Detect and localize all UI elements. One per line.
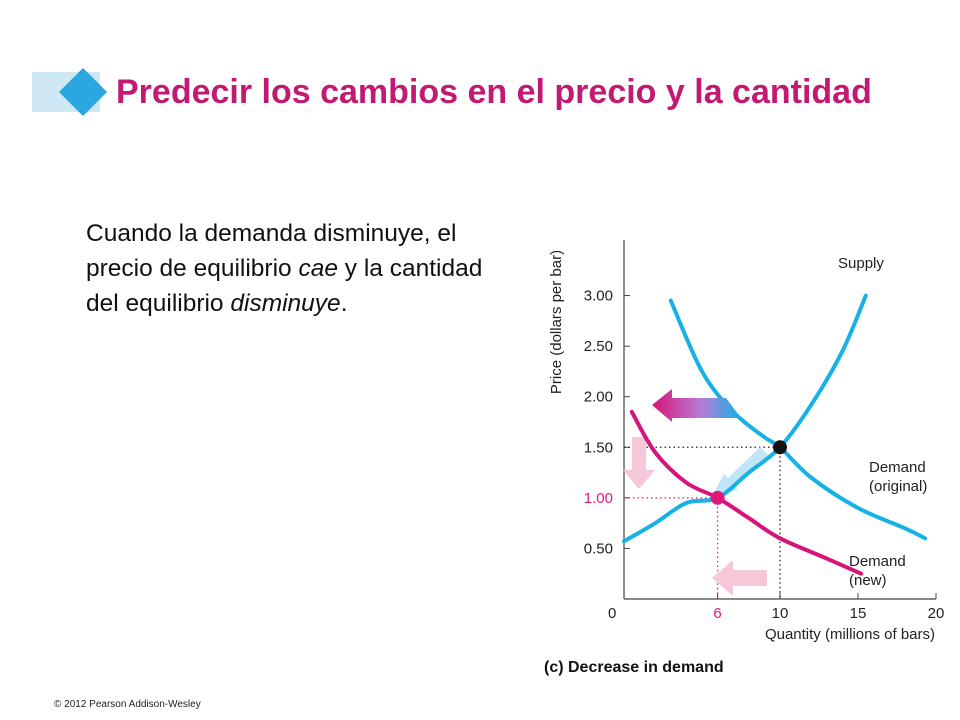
curve-label: Demand	[849, 553, 906, 570]
x-axis-label: Quantity (millions of bars)	[765, 626, 935, 643]
equilibrium-point-original	[773, 440, 787, 455]
slide-title: Predecir los cambios en el precio y la c…	[116, 73, 872, 111]
curve-label: (new)	[849, 572, 887, 589]
y-tick-label: 0.50	[584, 540, 613, 557]
curve-label: Demand	[869, 459, 926, 476]
body-segment: y la cantidad del equilibrio	[86, 255, 483, 317]
x-tick-label: 6	[713, 605, 721, 622]
x-tick-label: 15	[850, 605, 867, 622]
body-text: Cuando la demanda disminuye, el precio d…	[86, 216, 486, 321]
x-tick-label: 0	[608, 605, 616, 622]
chart-caption: (c) Decrease in demand	[544, 659, 724, 676]
y-tick-label: 1.00	[584, 490, 613, 507]
equilibrium-point-new	[710, 490, 725, 505]
price-decrease-arrow-icon	[623, 437, 655, 489]
x-tick-label: 20	[928, 605, 945, 622]
movement-along-supply-arrow-icon	[712, 447, 770, 496]
demand-shift-arrow-icon	[652, 389, 741, 422]
demand-new-curve	[629, 409, 864, 576]
supply-curve	[622, 293, 868, 544]
y-tick-label: 3.00	[584, 288, 613, 305]
body-segment: .	[340, 290, 348, 317]
y-tick-label: 1.50	[584, 439, 613, 456]
y-axis-label: Price (dollars per bar)	[548, 250, 565, 394]
body-segment: Cuando la demanda disminuye, el precio d…	[86, 220, 457, 282]
curve-label: Supply	[838, 255, 884, 272]
x-tick-label: 10	[772, 605, 789, 622]
demand-original-curve	[668, 298, 928, 541]
body-emphasis: cae	[298, 255, 338, 282]
copyright-footer: © 2012 Pearson Addison-Wesley	[54, 699, 201, 710]
y-tick-label: 2.00	[584, 389, 613, 406]
body-emphasis: disminuye	[230, 290, 341, 317]
curve-label: (original)	[869, 478, 927, 495]
y-tick-label: 2.50	[584, 338, 613, 355]
quantity-decrease-arrow-icon	[712, 560, 767, 596]
